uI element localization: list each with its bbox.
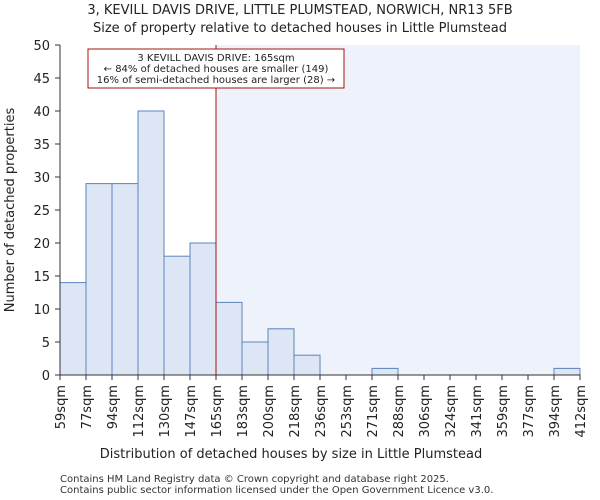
y-tick-label: 25 <box>33 204 50 219</box>
x-tick-label: 59sqm <box>54 385 69 429</box>
bar-200sqm <box>267 328 295 376</box>
x-tick-label: 324sqm <box>444 385 459 438</box>
x-tick-label: 271sqm <box>366 385 381 438</box>
chart-title: 3, KEVILL DAVIS DRIVE, LITTLE PLUMSTEAD,… <box>87 3 512 18</box>
bar-112sqm <box>137 110 165 376</box>
bar-147sqm <box>189 242 217 376</box>
bar-218sqm <box>293 354 321 376</box>
x-tick-label: 165sqm <box>210 385 225 438</box>
x-tick-label: 112sqm <box>132 385 147 438</box>
x-tick-label: 412sqm <box>574 385 589 438</box>
annotation-line-1: 3 KEVILL DAVIS DRIVE: 165sqm <box>137 53 294 64</box>
footer-copyright: Contains HM Land Registry data © Crown c… <box>60 474 449 485</box>
x-tick-label: 94sqm <box>106 385 121 429</box>
x-tick-label: 377sqm <box>522 385 537 438</box>
y-tick-label: 15 <box>33 270 50 285</box>
x-axis-label: Distribution of detached houses by size … <box>100 447 482 462</box>
annotation-line-3: 16% of semi-detached houses are larger (… <box>97 75 335 86</box>
bar-94sqm <box>111 183 139 376</box>
annotation-border <box>87 48 345 89</box>
x-tick-label: 253sqm <box>340 385 355 438</box>
y-tick-label: 45 <box>33 72 50 87</box>
x-tick-label: 394sqm <box>548 385 563 438</box>
x-tick-label: 306sqm <box>418 385 433 438</box>
x-tick-label: 147sqm <box>184 385 199 438</box>
x-tick-label: 236sqm <box>314 385 329 438</box>
annotation-line-2: ← 84% of detached houses are smaller (14… <box>104 64 329 75</box>
y-tick-label: 40 <box>33 105 50 120</box>
y-tick-label: 0 <box>42 369 50 384</box>
bar-77sqm <box>85 183 113 376</box>
bar-chart: 3, KEVILL DAVIS DRIVE, LITTLE PLUMSTEAD,… <box>3 3 589 462</box>
x-tick-label: 200sqm <box>262 385 277 438</box>
x-tick-label: 183sqm <box>236 385 251 438</box>
chart-subtitle: Size of property relative to detached ho… <box>93 21 507 36</box>
y-axis-label: Number of detached properties <box>3 108 18 313</box>
y-tick-label: 50 <box>33 39 50 54</box>
larger-region-shade <box>216 45 580 375</box>
footer-licence: Contains public sector information licen… <box>60 485 494 496</box>
y-tick-label: 30 <box>33 171 50 186</box>
annotation-box: 3 KEVILL DAVIS DRIVE: 165sqm ← 84% of de… <box>87 48 345 89</box>
x-tick-label: 288sqm <box>392 385 407 438</box>
bar-165sqm <box>215 301 243 376</box>
x-tick-label: 77sqm <box>80 385 95 429</box>
x-tick-label: 341sqm <box>470 385 485 438</box>
bar-394sqm <box>553 367 581 376</box>
bar-183sqm <box>241 341 269 376</box>
y-tick-label: 20 <box>33 237 50 252</box>
y-tick-label: 5 <box>42 336 50 351</box>
y-tick-label: 10 <box>33 303 50 318</box>
bar-59sqm <box>59 282 87 376</box>
bar-271sqm <box>371 367 399 376</box>
bar-130sqm <box>163 255 191 376</box>
x-tick-label: 218sqm <box>288 385 303 438</box>
x-tick-label: 359sqm <box>496 385 511 438</box>
x-tick-label: 130sqm <box>158 385 173 438</box>
y-tick-label: 35 <box>33 138 50 153</box>
